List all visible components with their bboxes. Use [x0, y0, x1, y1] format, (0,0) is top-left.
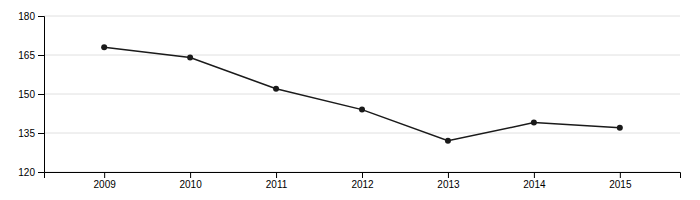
grid-line: [44, 55, 680, 56]
x-tick-label: 2015: [609, 179, 632, 190]
y-tick: 180: [18, 11, 44, 22]
y-tick-label: 135: [18, 128, 35, 139]
x-tick-mark: [104, 172, 105, 178]
y-tick-mark: [38, 55, 44, 56]
x-tick-label: 2009: [94, 179, 117, 190]
series: [101, 44, 623, 144]
x-tick-label: 2011: [266, 179, 288, 190]
y-tick-mark: [38, 16, 44, 17]
point: [531, 120, 537, 126]
x-axis-line: [45, 173, 681, 179]
grid: [44, 16, 680, 172]
chart: 2009 2010 2011 2012 2013 2014 2015 120 135 150 165…: [0, 0, 700, 200]
x-tick-label: 2010: [179, 179, 202, 190]
x-tick: 2014: [523, 172, 546, 190]
x-tick-mark: [276, 172, 277, 178]
x-tick: 2010: [179, 172, 202, 190]
grid-line: [44, 16, 680, 17]
x-tick-mark: [620, 172, 621, 178]
x-tick-mark: [190, 172, 191, 178]
y-tick-mark: [38, 133, 44, 134]
x-tick: 2009: [94, 172, 117, 190]
y-axis-line: [38, 17, 45, 173]
point: [445, 138, 451, 144]
y-tick-label: 165: [18, 50, 35, 61]
point: [359, 107, 365, 113]
x-tick-mark: [534, 172, 535, 178]
y-tick-label: 180: [18, 11, 35, 22]
line: [104, 47, 620, 141]
point: [617, 125, 623, 131]
x-tick: 2012: [351, 172, 374, 190]
x-axis: 2009 2010 2011 2012 2013 2014 2015: [45, 172, 681, 190]
x-tick: 2015: [609, 172, 632, 190]
y-tick: 120: [18, 167, 44, 178]
plot: 2009 2010 2011 2012 2013 2014 2015 120 135 150 165…: [18, 11, 680, 190]
x-tick-label: 2014: [523, 179, 546, 190]
x-tick: 2011: [266, 172, 288, 190]
point: [101, 44, 107, 50]
x-tick-mark: [448, 172, 449, 178]
y-tick: 135: [18, 128, 44, 139]
grid-line: [44, 94, 680, 95]
y-tick-label: 150: [18, 89, 35, 100]
y-tick: 165: [18, 50, 44, 61]
x-tick-label: 2012: [351, 179, 374, 190]
y-tick: 150: [18, 89, 44, 100]
y-tick-mark: [38, 94, 44, 95]
point: [187, 55, 193, 61]
x-tick-label: 2013: [437, 179, 460, 190]
y-axis: 120 135 150 165 180: [18, 11, 44, 178]
point: [273, 86, 279, 92]
x-tick: 2013: [437, 172, 460, 190]
y-tick-label: 120: [18, 167, 35, 178]
grid-line: [44, 133, 680, 134]
y-tick-mark: [38, 172, 44, 173]
x-tick-mark: [362, 172, 363, 178]
